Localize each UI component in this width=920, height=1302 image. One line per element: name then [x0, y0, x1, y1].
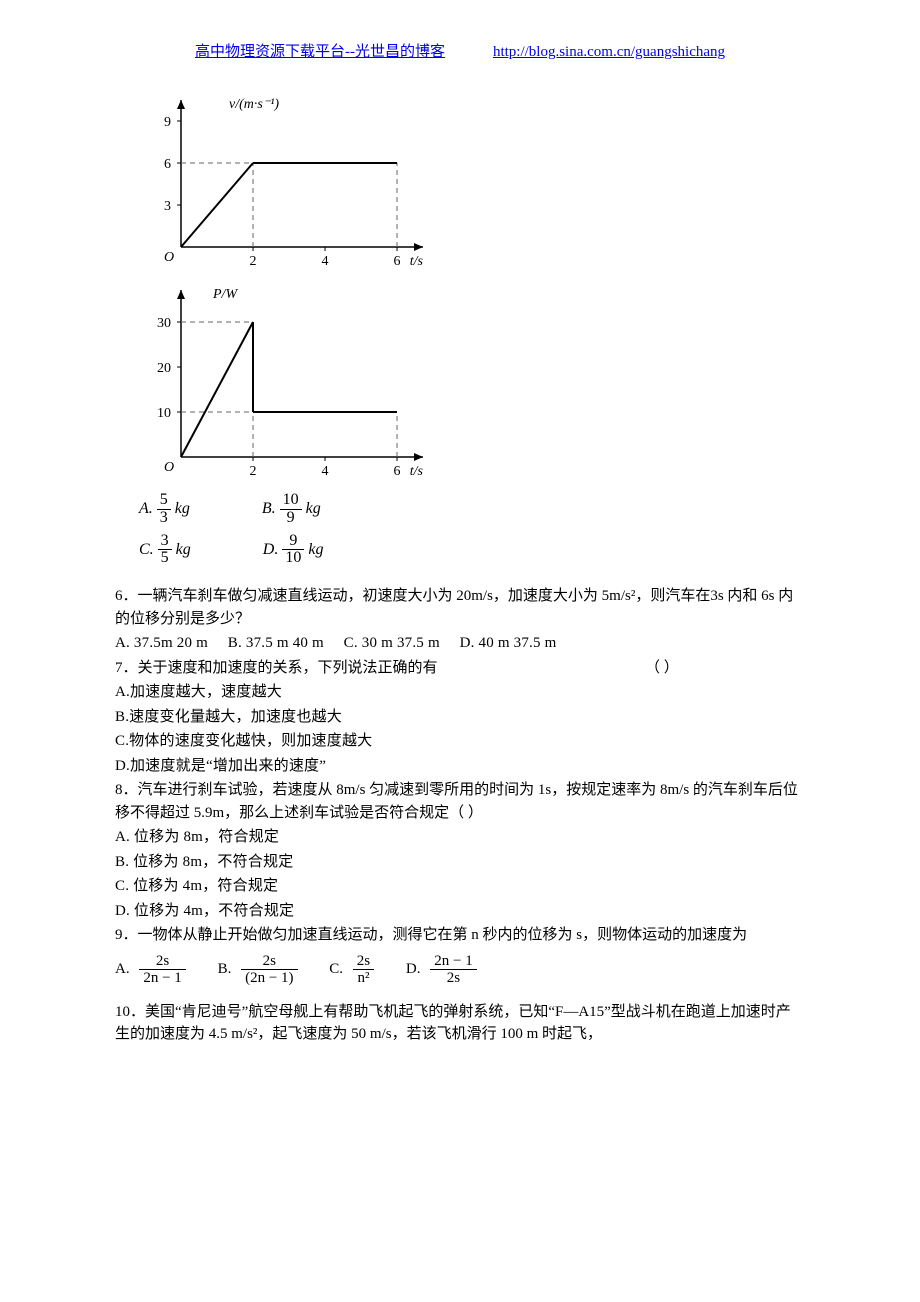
q5-option-a: A. 53 kg [139, 492, 190, 527]
q9-option-c: C. 2sn² [329, 953, 376, 987]
q9-option-b: B. 2s(2n − 1) [218, 953, 300, 987]
svg-text:t/s: t/s [410, 254, 424, 269]
q7-choice-d: D.加速度就是“增加出来的速度” [115, 755, 805, 778]
svg-text:4: 4 [322, 254, 329, 269]
svg-text:6: 6 [394, 254, 401, 269]
header-link-right[interactable]: http://blog.sina.com.cn/guangshichang [493, 44, 725, 60]
q7-choice-c: C.物体的速度变化越快，则加速度越大 [115, 730, 805, 753]
q9-text: 9．一物体从静止开始做匀加速直线运动，测得它在第 n 秒内的位移为 s，则物体运… [115, 924, 805, 947]
svg-text:3: 3 [164, 199, 171, 214]
q7-text: 7．关于速度和加速度的关系，下列说法正确的有 （ ） [115, 657, 805, 680]
q8-choice-d: D. 位移为 4m，不符合规定 [115, 900, 805, 923]
q5-option-c: C. 35 kg [139, 533, 191, 568]
q5-option-d: D. 910 kg [263, 533, 324, 568]
q9-option-a: A. 2s2n − 1 [115, 953, 188, 987]
svg-text:6: 6 [164, 157, 171, 172]
q8-choice-c: C. 位移为 4m，符合规定 [115, 875, 805, 898]
q7-choice-b: B.速度变化量越大，加速度也越大 [115, 706, 805, 729]
q9-option-d: D. 2n − 12s [406, 953, 479, 987]
page-header: 高中物理资源下载平台--光世昌的博客 http://blog.sina.com.… [115, 40, 805, 64]
q5-options: A. 53 kg B. 109 kg C. 35 kg D. 910 kg [139, 492, 805, 567]
q8-choice-a: A. 位移为 8m，符合规定 [115, 826, 805, 849]
q8-choice-b: B. 位移为 8m，不符合规定 [115, 851, 805, 874]
q9-options: A. 2s2n − 1 B. 2s(2n − 1) C. 2sn² D. 2n … [115, 953, 805, 987]
q7-choice-a: A.加速度越大，速度越大 [115, 681, 805, 704]
svg-text:v/(m·s⁻¹): v/(m·s⁻¹) [229, 97, 279, 112]
power-time-graph: 10 20 30 2 4 6 O P/W t/s [133, 282, 805, 482]
q5-option-b: B. 109 kg [262, 492, 321, 527]
q6-choices: A. 37.5m 20 m B. 37.5 m 40 m C. 30 m 37.… [115, 632, 805, 655]
svg-text:P/W: P/W [212, 287, 238, 302]
svg-text:30: 30 [157, 316, 171, 331]
svg-text:O: O [164, 250, 174, 265]
q10-text: 10．美国“肯尼迪号”航空母舰上有帮助飞机起飞的弹射系统，已知“F—A15”型战… [115, 1001, 805, 1046]
velocity-time-graph: 3 6 9 2 4 6 Ov/(m·s⁻¹) t/s [133, 92, 805, 272]
svg-text:9: 9 [164, 115, 171, 130]
svg-text:O: O [164, 460, 174, 475]
svg-text:10: 10 [157, 406, 171, 421]
q8-text: 8．汽车进行刹车试验，若速度从 8m/s 匀减速到零所用的时间为 1s，按规定速… [115, 779, 805, 824]
svg-text:2: 2 [250, 254, 257, 269]
svg-text:2: 2 [250, 464, 257, 479]
svg-text:4: 4 [322, 464, 329, 479]
svg-text:20: 20 [157, 361, 171, 376]
header-link-left[interactable]: 高中物理资源下载平台--光世昌的博客 [195, 44, 445, 60]
svg-text:t/s: t/s [410, 464, 424, 479]
svg-text:6: 6 [394, 464, 401, 479]
q6-text: 6．一辆汽车刹车做匀减速直线运动，初速度大小为 20m/s，加速度大小为 5m/… [115, 585, 805, 630]
